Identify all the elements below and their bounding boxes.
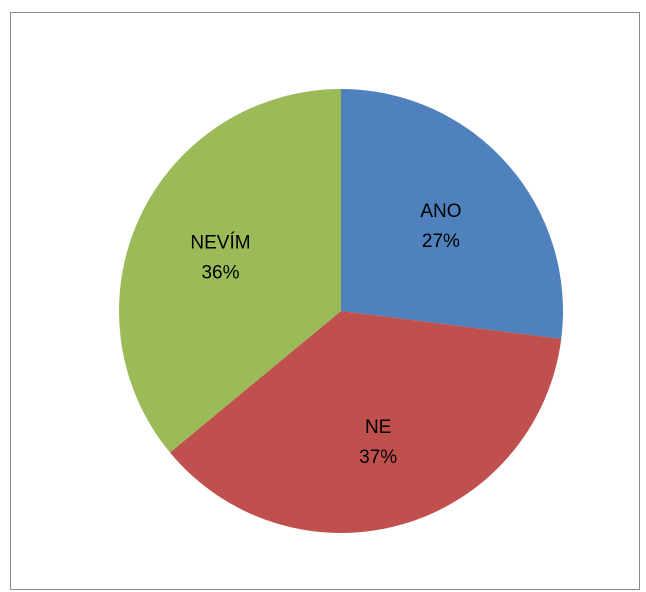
- pie-slice-ano: [341, 89, 563, 339]
- pie-labels: ANO 27% NE 37% NEVÍM 36%: [190, 201, 461, 468]
- slice-percent-nevím: 36%: [201, 262, 239, 283]
- pie-chart: ANO 27% NE 37% NEVÍM 36%: [119, 89, 563, 533]
- chart-area: ANO 27% NE 37% NEVÍM 36%: [10, 12, 640, 590]
- slice-label-nevím: NEVÍM: [190, 232, 250, 253]
- pie-slice-ne: [169, 311, 562, 533]
- pie-slices: [119, 89, 563, 533]
- pie-slice-nevím: [119, 89, 342, 453]
- slice-percent-ne: 37%: [359, 447, 397, 468]
- slice-label-ano: ANO: [420, 201, 461, 222]
- slice-label-ne: NE: [365, 417, 391, 438]
- slice-percent-ano: 27%: [422, 231, 460, 252]
